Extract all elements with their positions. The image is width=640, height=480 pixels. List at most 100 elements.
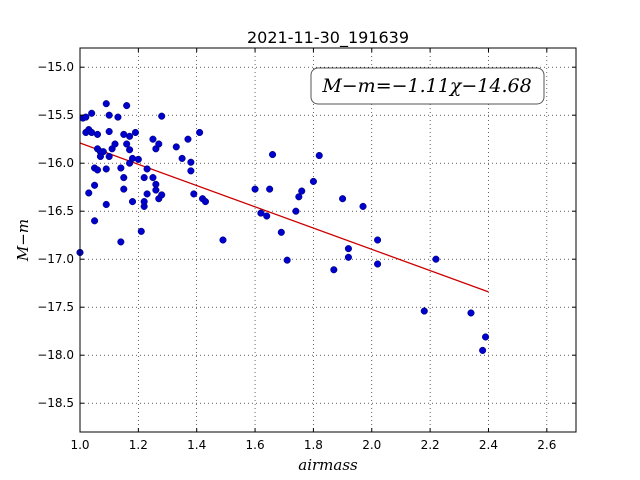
- data-point: [295, 193, 303, 201]
- data-point: [482, 333, 490, 341]
- data-point: [143, 165, 151, 173]
- grid: [79, 48, 576, 432]
- data-point: [93, 166, 102, 174]
- data-point: [105, 127, 113, 136]
- x-tick-label: 2.2: [421, 438, 440, 452]
- x-tick-label: 1.6: [246, 438, 265, 452]
- data-point: [140, 174, 148, 182]
- data-point: [120, 185, 128, 193]
- data-point: [155, 140, 163, 148]
- data-point: [266, 185, 274, 193]
- plot-area-frame: [79, 47, 577, 433]
- data-point: [128, 154, 137, 162]
- data-point: [344, 245, 352, 253]
- y-tick-label: −16.5: [37, 204, 74, 218]
- fit-equation-annotation: M−m=−1.11χ−14.68: [310, 67, 545, 105]
- data-point: [123, 140, 131, 148]
- data-point: [105, 111, 113, 119]
- x-tick-label: 2.4: [479, 438, 498, 452]
- data-point: [251, 185, 259, 193]
- data-point: [126, 132, 134, 140]
- data-point: [134, 155, 142, 163]
- data-point: [374, 236, 382, 244]
- plot-area-background: [80, 48, 576, 432]
- data-point: [420, 307, 428, 315]
- x-axis-label: airmass: [298, 456, 358, 474]
- data-point: [201, 198, 210, 206]
- data-point: [99, 148, 107, 156]
- data-point: [187, 158, 195, 166]
- y-axis-label: M−m: [14, 219, 32, 262]
- data-point: [339, 195, 347, 203]
- annotation-text: M−m=−1.11χ−14.68: [321, 75, 531, 97]
- data-point: [158, 191, 166, 199]
- data-point: [117, 164, 125, 172]
- data-points: [76, 100, 490, 354]
- y-tick-label: −15.5: [37, 108, 74, 122]
- x-tick-label: 1.2: [129, 438, 148, 452]
- y-tick-label: −15.0: [37, 60, 74, 74]
- data-point: [432, 255, 440, 263]
- data-point: [93, 130, 102, 138]
- data-point: [277, 228, 285, 236]
- data-point: [91, 217, 99, 225]
- data-point: [123, 102, 131, 110]
- y-tick-label: −18.0: [37, 348, 74, 362]
- x-tick-label: 1.0: [70, 438, 89, 452]
- data-point: [91, 181, 99, 189]
- data-point: [111, 140, 119, 148]
- data-point: [117, 238, 125, 246]
- data-point: [196, 128, 204, 137]
- data-point: [172, 143, 180, 151]
- data-point: [298, 187, 306, 195]
- data-point: [269, 151, 277, 159]
- data-point: [140, 198, 148, 206]
- data-point: [128, 198, 137, 206]
- data-point: [184, 135, 192, 143]
- x-tick-label: 2.6: [537, 438, 556, 452]
- data-point: [315, 151, 323, 160]
- data-point: [479, 346, 487, 354]
- data-point: [126, 146, 134, 154]
- data-point: [114, 113, 122, 121]
- annotation-box: [310, 67, 545, 105]
- data-point: [102, 200, 110, 209]
- data-point: [149, 135, 157, 143]
- y-tick-label: −18.5: [37, 396, 74, 410]
- data-point: [263, 212, 271, 220]
- data-point: [120, 174, 128, 182]
- data-point: [374, 260, 382, 268]
- data-point: [152, 186, 160, 194]
- data-point: [219, 236, 227, 244]
- data-point: [158, 112, 166, 120]
- data-point: [330, 266, 338, 274]
- data-point: [178, 154, 186, 162]
- data-point: [187, 167, 195, 175]
- axis-ticks: [79, 48, 576, 432]
- x-tick-labels: 1.0 1.2 1.4 1.6 1.8 2.0 2.2 2.4 2.6: [70, 438, 556, 452]
- data-point: [105, 152, 113, 161]
- chart-title: 2021-11-30_191639: [247, 28, 409, 48]
- data-point: [190, 190, 198, 198]
- data-point: [309, 177, 317, 185]
- data-point: [344, 253, 352, 261]
- data-point: [102, 100, 110, 108]
- data-point: [292, 207, 300, 215]
- data-point: [131, 128, 139, 137]
- data-point: [467, 309, 475, 317]
- data-point: [137, 227, 145, 235]
- data-point: [82, 113, 90, 121]
- y-tick-labels: −15.0 −15.5 −16.0 −16.5 −17.0 −17.5 −18.0 −18.5: [37, 60, 74, 410]
- data-point: [257, 209, 265, 217]
- x-tick-label: 1.8: [304, 438, 323, 452]
- data-point: [283, 256, 291, 264]
- data-point: [88, 109, 96, 117]
- x-tick-label: 1.4: [187, 438, 206, 452]
- data-point: [359, 202, 367, 210]
- y-tick-label: −17.0: [37, 252, 74, 266]
- data-point: [149, 174, 157, 182]
- x-tick-label: 2.0: [362, 438, 381, 452]
- data-point: [85, 189, 93, 197]
- y-tick-label: −16.0: [37, 156, 74, 170]
